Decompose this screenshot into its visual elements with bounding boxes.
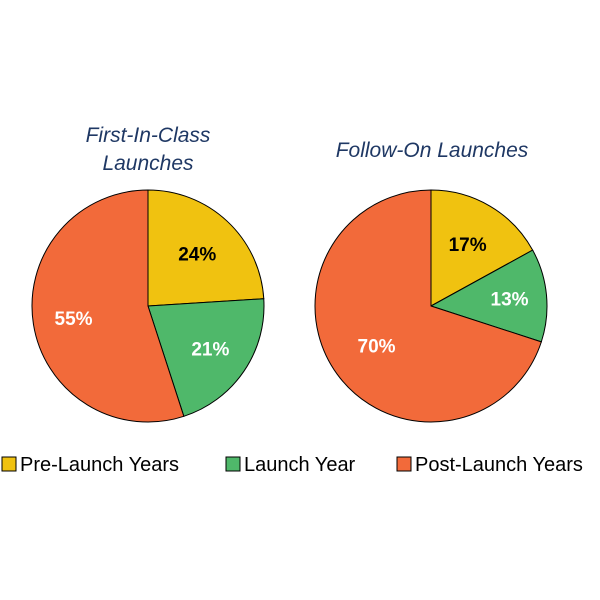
pie-slice-follow-on-pre-launch: [430, 189, 534, 307]
pie-slice-first-in-class-post-launch: [31, 189, 185, 423]
legend-label-post-launch: Post-Launch Years: [415, 454, 583, 476]
pie-slice-follow-on-launch-year: [429, 249, 548, 343]
pie-label-first-in-class-launch-year: 21%: [191, 339, 229, 360]
pie-title-follow-on: Follow-On Launches: [336, 139, 529, 162]
pie-label-follow-on-launch-year: 13%: [491, 290, 529, 311]
legend-label-pre-launch: Pre-Launch Years: [20, 454, 179, 476]
legend-swatch-post-launch: [396, 456, 412, 472]
pie-title-first-in-class: First-In-Class Launches: [86, 124, 211, 175]
legend-label-launch-year: Launch Year: [244, 454, 356, 476]
legend-swatch-launch-year: [225, 456, 241, 472]
pie-follow-on: 17% 13% 70%: [314, 189, 548, 423]
pie-label-follow-on-pre-launch: 17%: [449, 235, 487, 256]
legend-swatch-pre-launch: [1, 456, 17, 472]
pie-label-follow-on-post-launch: 70%: [358, 337, 396, 358]
pie-label-first-in-class-post-launch: 55%: [55, 309, 93, 330]
pie-slice-first-in-class-pre-launch: [147, 189, 265, 307]
pie-title-first-in-class-line-2: Launches: [102, 152, 194, 175]
pie-title-first-in-class-line-1: First-In-Class: [86, 124, 211, 147]
pie-label-first-in-class-pre-launch: 24%: [178, 245, 216, 266]
pie-slice-follow-on-post-launch: [314, 189, 542, 423]
legend: Pre-Launch Years Launch Year Post-Launch…: [1, 454, 583, 476]
pie-title-follow-on-line-1: Follow-On Launches: [336, 139, 529, 162]
pie-first-in-class: 24% 21% 55%: [31, 189, 265, 423]
pie-slice-first-in-class-launch-year: [147, 298, 265, 417]
